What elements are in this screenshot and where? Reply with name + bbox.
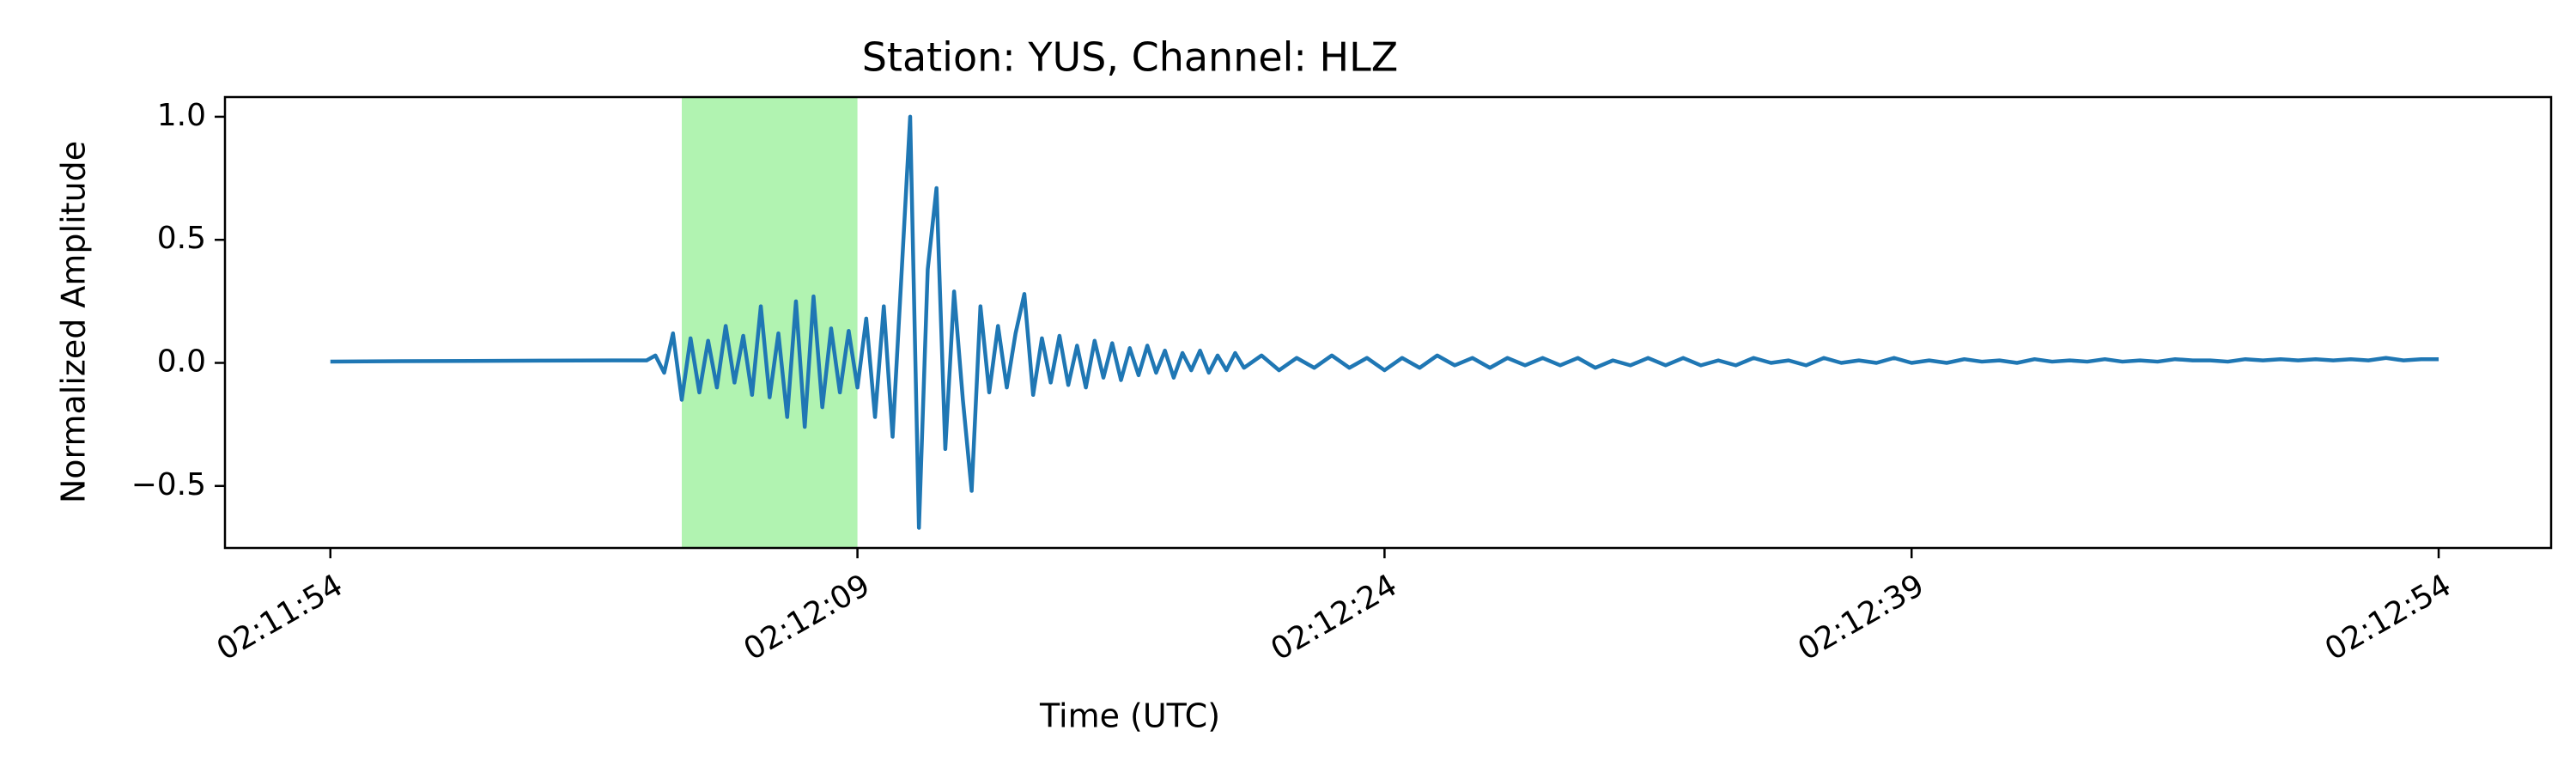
x-tick-label: 02:12:54 xyxy=(2319,568,2458,667)
x-tick-label: 02:12:24 xyxy=(1265,568,1403,667)
waveform-line xyxy=(330,114,2439,530)
x-tick-label: 02:12:09 xyxy=(738,568,877,667)
x-axis-label: Time (UTC) xyxy=(1039,697,1220,735)
x-tick-label: 02:11:54 xyxy=(211,568,349,667)
plot-frame xyxy=(223,95,2553,550)
y-tick-label: 0.5 xyxy=(157,221,206,256)
y-tick-label: 0.0 xyxy=(157,344,206,379)
chart-title: Station: YUS, Channel: HLZ xyxy=(862,34,1399,81)
x-tick-label: 02:12:39 xyxy=(1792,568,1930,667)
y-tick-label: 1.0 xyxy=(157,98,206,133)
y-axis-label: Normalized Amplitude xyxy=(55,141,93,503)
highlight-span xyxy=(681,97,858,548)
y-tick-label: −0.5 xyxy=(131,467,206,502)
